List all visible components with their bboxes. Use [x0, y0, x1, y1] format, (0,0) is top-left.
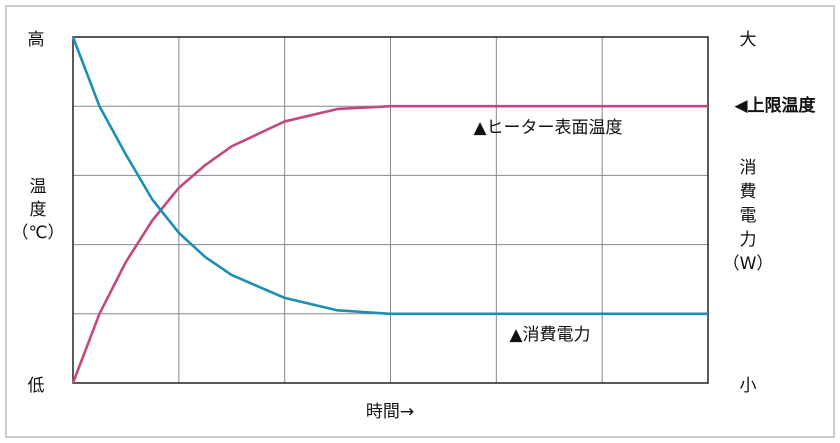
y-axis-label: 温: [30, 177, 47, 197]
y-axis-label: 度: [30, 200, 47, 220]
y-tick-label: 低: [28, 376, 45, 396]
y-axis-label: （℃）: [11, 223, 64, 243]
y2-axis-label: 費: [740, 182, 757, 202]
series-line: [71, 36, 708, 316]
plot-frame: [72, 36, 709, 384]
outer-frame: [5, 5, 835, 438]
y2-axis-label: （W）: [723, 254, 774, 274]
y2-tick-label: 大: [740, 30, 757, 50]
limit-annotation: ◀上限温度: [734, 95, 816, 116]
y2-axis-label: 力: [740, 230, 757, 250]
y-tick-label: 高: [28, 30, 45, 50]
series-label: ▲ヒーター表面温度: [473, 118, 622, 138]
y2-tick-label: 小: [740, 376, 757, 396]
series-label: ▲消費電力: [509, 325, 590, 345]
series-line: [71, 104, 708, 384]
y2-axis-label: 消: [740, 158, 757, 178]
y2-axis-label: 電: [740, 206, 757, 226]
x-axis-label: 時間→: [366, 402, 414, 422]
